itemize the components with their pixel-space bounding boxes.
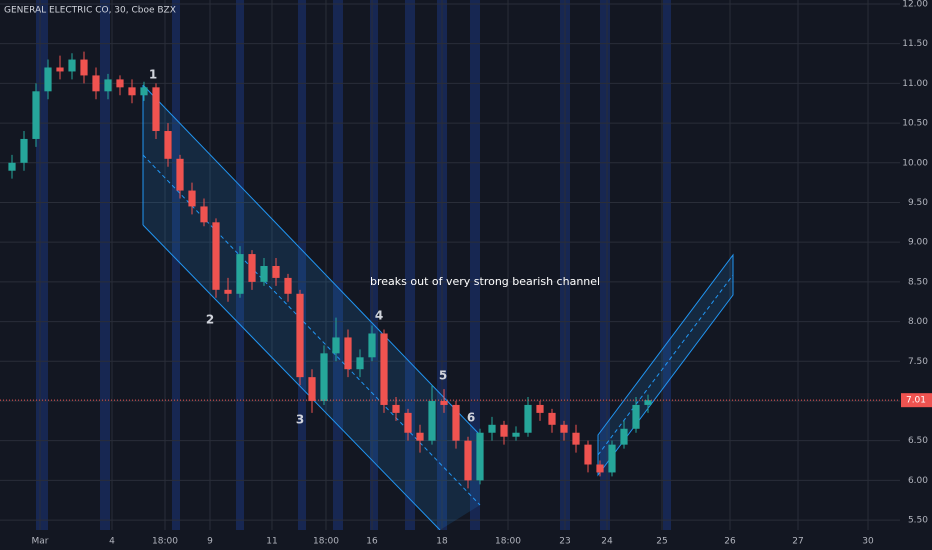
candle-body	[320, 353, 328, 401]
candle-body	[20, 138, 28, 163]
candle-body	[200, 206, 208, 223]
candle-body	[452, 404, 460, 441]
candle-body	[608, 444, 616, 473]
x-tick-label: 30	[862, 537, 874, 547]
candle-body	[260, 265, 268, 282]
annotation: 2	[206, 313, 214, 327]
candle-body	[248, 254, 256, 282]
candle-body	[572, 432, 580, 445]
candle-body	[524, 404, 532, 433]
candle-body	[236, 254, 244, 294]
x-tick-label: 11	[266, 537, 277, 547]
candle-body	[536, 404, 544, 413]
candle-body	[56, 67, 64, 72]
candle-body	[584, 444, 592, 465]
annotation: 6	[467, 411, 475, 425]
candle-body	[332, 337, 340, 354]
candle-body	[152, 87, 160, 132]
candle-body	[632, 404, 640, 429]
y-tick-label: 10.00	[902, 158, 928, 168]
candle-body	[224, 289, 232, 294]
y-tick-label: 10.50	[902, 119, 928, 129]
x-tick-label: 18:00	[313, 537, 339, 547]
candle-body	[356, 357, 364, 370]
candle-body	[296, 293, 304, 378]
candle-body	[308, 377, 316, 401]
x-tick-label: Mar	[32, 537, 49, 547]
y-tick-label: 8.00	[908, 317, 928, 327]
y-tick-label: 5.50	[908, 516, 928, 526]
candle-body	[512, 432, 520, 437]
candle-body	[44, 67, 52, 92]
candle-body	[380, 333, 388, 405]
y-tick-label: 11.00	[902, 79, 928, 89]
bearish-channel	[142, 84, 481, 531]
candle-body	[368, 333, 376, 358]
candle-body	[140, 87, 148, 96]
candle-body	[212, 222, 220, 290]
y-tick-label: 8.50	[908, 277, 928, 287]
candle-body	[284, 277, 292, 294]
x-tick-label: 18:00	[495, 537, 521, 547]
candle-body	[620, 428, 628, 445]
candle-body	[392, 404, 400, 413]
x-tick-label: 9	[207, 537, 213, 547]
last-price-box	[901, 393, 932, 408]
candle-body	[488, 424, 496, 433]
y-tick-label: 7.50	[908, 357, 928, 367]
candle-body	[464, 440, 472, 481]
grid	[0, 0, 900, 530]
candle-body	[80, 59, 88, 76]
x-tick-label: 27	[792, 537, 803, 547]
candle-body	[416, 432, 424, 441]
candle-body	[404, 412, 412, 433]
annotation: 3	[296, 413, 304, 427]
annotation-note: breaks out of very strong bearish channe…	[370, 275, 600, 288]
candle-body	[68, 59, 76, 72]
x-tick-label: 26	[724, 537, 736, 547]
candle-body	[476, 432, 484, 481]
annotation: 5	[439, 369, 447, 383]
candle-body	[344, 337, 352, 370]
candle-body	[272, 265, 280, 278]
x-tick-label: 18	[436, 537, 448, 547]
candle-body	[440, 400, 448, 405]
bullish-channel	[597, 253, 734, 477]
y-tick-label: 12.00	[902, 0, 928, 9]
candle-body	[548, 412, 556, 425]
x-tick-label: 18:00	[152, 537, 178, 547]
x-tick-label: 4	[109, 537, 115, 547]
candle-body	[128, 87, 136, 96]
price-axis	[900, 0, 932, 550]
annotation: 4	[375, 309, 383, 323]
y-tick-label: 6.00	[908, 476, 928, 486]
annotation: 1	[149, 68, 157, 82]
candle-body	[8, 162, 16, 171]
candle-body	[428, 400, 436, 441]
candle-body	[164, 131, 172, 159]
y-tick-label: 9.00	[908, 238, 928, 248]
x-tick-label: 23	[559, 537, 570, 547]
candle-body	[32, 91, 40, 139]
candle-body	[644, 400, 652, 405]
x-tick-label: 25	[656, 537, 667, 547]
y-tick-label: 9.50	[908, 198, 928, 208]
candle-body	[104, 79, 112, 92]
candle-body	[188, 190, 196, 207]
candle-body	[116, 79, 124, 88]
candle-body	[500, 424, 508, 437]
candle-body	[92, 75, 100, 92]
chart-title: GENERAL ELECTRIC CO, 30, Cboe BZX	[4, 6, 176, 16]
candles	[8, 51, 652, 489]
y-tick-label: 11.50	[902, 39, 928, 49]
x-tick-label: 16	[366, 537, 378, 547]
x-tick-label: 24	[601, 537, 613, 547]
y-tick-label: 6.50	[908, 436, 928, 446]
candle-body	[176, 158, 184, 191]
last-price-label: 7.01	[906, 396, 926, 406]
candle-body	[560, 424, 568, 433]
time-axis	[0, 530, 932, 550]
candle-body	[596, 464, 604, 473]
